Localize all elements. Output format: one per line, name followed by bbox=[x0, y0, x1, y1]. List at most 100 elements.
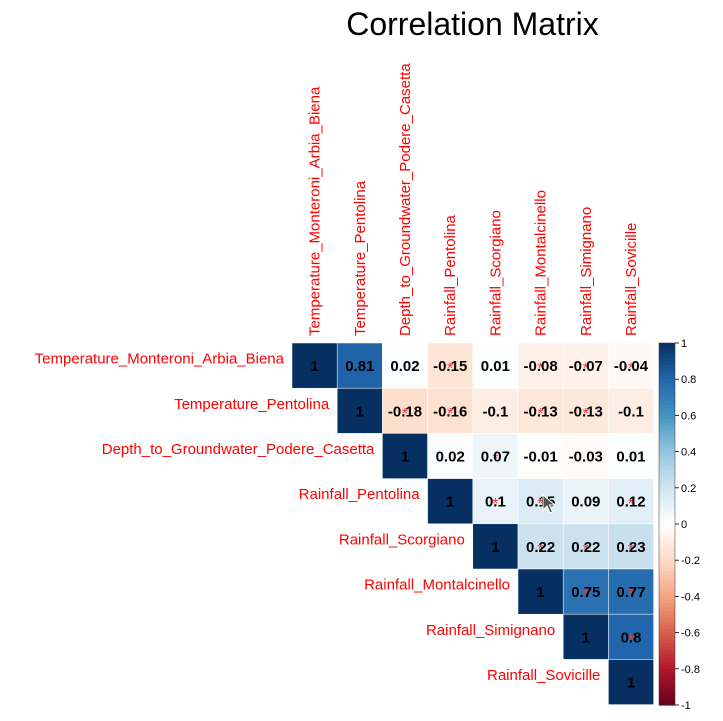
colorbar-segment bbox=[659, 353, 675, 359]
insignificance-marker: * bbox=[537, 361, 543, 378]
heatmap-cell bbox=[562, 387, 609, 434]
colorbar-segment bbox=[659, 600, 675, 605]
cell-value-label: 0.02 bbox=[390, 358, 419, 375]
colorbar-segment bbox=[659, 697, 675, 702]
colorbar-segment bbox=[659, 589, 675, 594]
cell-value-label: 0.07 bbox=[481, 449, 510, 466]
colorbar-segment bbox=[659, 581, 675, 587]
colorbar-segment bbox=[659, 426, 675, 431]
colorbar-tick-label: 1 bbox=[681, 338, 687, 350]
colorbar-segment bbox=[659, 574, 675, 579]
cell-value-label: 1 bbox=[356, 403, 364, 420]
heatmap-cell bbox=[472, 342, 519, 389]
colorbar-segment bbox=[659, 484, 675, 489]
colorbar-segment bbox=[659, 552, 675, 558]
cell-value-label: -0.16 bbox=[433, 403, 467, 420]
colorbar-tick-label: 0.4 bbox=[681, 447, 696, 459]
cell-value-label: -0.13 bbox=[569, 403, 603, 420]
cell-value-label: 1 bbox=[536, 584, 544, 601]
row-label: Depth_to_Groundwater_Podere_Casetta bbox=[102, 441, 375, 458]
colorbar-segment bbox=[659, 643, 675, 648]
heatmap-cell bbox=[608, 342, 654, 389]
colorbar-segment bbox=[659, 701, 675, 706]
heatmap-cell bbox=[427, 387, 474, 434]
colorbar-segment bbox=[659, 625, 675, 630]
colorbar-segment bbox=[659, 480, 675, 485]
colorbar-segment bbox=[659, 361, 675, 366]
column-label: Rainfall_Simignano bbox=[578, 207, 595, 336]
colorbar-segment bbox=[659, 610, 675, 616]
colorbar-segment bbox=[659, 371, 675, 377]
colorbar-segment bbox=[659, 415, 675, 420]
insignificance-marker: * bbox=[583, 541, 589, 558]
colorbar-segment bbox=[659, 400, 675, 406]
cell-value-label: -0.01 bbox=[523, 449, 557, 466]
heatmap-cell bbox=[608, 613, 654, 660]
colorbar-segment bbox=[659, 690, 675, 695]
cell-value-label: -0.04 bbox=[614, 358, 649, 375]
cell-value-label: 0.77 bbox=[616, 584, 645, 601]
colorbar-segment bbox=[659, 390, 675, 395]
column-label: Rainfall_Montalcinello bbox=[533, 190, 550, 336]
colorbar-segment bbox=[659, 647, 675, 652]
colorbar-segment bbox=[659, 534, 675, 540]
colorbar-segment bbox=[659, 524, 675, 529]
column-label: Rainfall_Scorgiano bbox=[487, 210, 504, 336]
colorbar-segment bbox=[659, 636, 675, 641]
heatmap-cell bbox=[608, 568, 654, 615]
colorbar-segment bbox=[659, 686, 675, 692]
colorbar-segment bbox=[659, 527, 675, 532]
column-label: Rainfall_Sovicille bbox=[623, 223, 640, 336]
colorbar-segment bbox=[659, 408, 675, 413]
cell-value-label: 0.22 bbox=[571, 539, 600, 556]
cell-value-label: -0.1 bbox=[482, 403, 508, 420]
cell-value-label: 0.81 bbox=[345, 358, 374, 375]
column-label: Temperature_Monteroni_Arbia_Biena bbox=[307, 86, 324, 336]
colorbar-segment bbox=[659, 386, 675, 391]
cell-value-label: 0.01 bbox=[616, 449, 645, 466]
colorbar-segment bbox=[659, 545, 675, 550]
heatmap-cell bbox=[427, 342, 474, 389]
colorbar-segment bbox=[659, 560, 675, 565]
cell-value-label: 0.1 bbox=[485, 494, 506, 511]
colorbar-tick-label: -0.8 bbox=[681, 664, 700, 676]
colorbar-segment bbox=[659, 466, 675, 471]
heatmap-cell bbox=[562, 568, 609, 615]
cell-value-label: -0.07 bbox=[569, 358, 603, 375]
colorbar-tick-label: 0 bbox=[681, 519, 687, 531]
colorbar-segment bbox=[659, 563, 675, 569]
heatmap-cell bbox=[517, 342, 564, 389]
colorbar-segment bbox=[659, 491, 675, 496]
cell-value-label: 0.23 bbox=[616, 539, 645, 556]
colorbar-segment bbox=[659, 505, 675, 511]
heatmap-cell bbox=[608, 523, 654, 570]
cell-value-label: 0.22 bbox=[526, 539, 555, 556]
heatmap-cell bbox=[472, 523, 519, 570]
colorbar-segment bbox=[659, 567, 675, 572]
colorbar-segment bbox=[659, 513, 675, 518]
heatmap-cell bbox=[608, 659, 654, 705]
colorbar-segment bbox=[659, 498, 675, 503]
colorbar-tick-label: -0.6 bbox=[681, 628, 700, 640]
colorbar-tick-label: -0.2 bbox=[681, 555, 700, 567]
colorbar-segment bbox=[659, 447, 675, 453]
heatmap-cell bbox=[608, 478, 654, 525]
row-label: Rainfall_Sovicille bbox=[487, 667, 600, 684]
colorbar-segment bbox=[659, 607, 675, 612]
colorbar-segment bbox=[659, 404, 675, 409]
colorbar-segment bbox=[659, 618, 675, 623]
column-label: Depth_to_Groundwater_Podere_Casetta bbox=[397, 63, 414, 336]
heatmap-cell bbox=[291, 342, 338, 389]
row-label: Rainfall_Pentolina bbox=[299, 486, 421, 503]
heatmap-cell bbox=[517, 387, 564, 434]
insignificance-marker: * bbox=[583, 361, 589, 378]
cell-value-label: 0.09 bbox=[571, 494, 600, 511]
colorbar-segment bbox=[659, 672, 675, 677]
colorbar-segment bbox=[659, 628, 675, 634]
colorbar-segment bbox=[659, 549, 675, 554]
colorbar-segment bbox=[659, 444, 675, 449]
insignificance-marker: * bbox=[628, 632, 634, 649]
cell-value-label: -0.13 bbox=[523, 403, 557, 420]
colorbar-segment bbox=[659, 495, 675, 500]
cell-value-label: 1 bbox=[491, 539, 499, 556]
